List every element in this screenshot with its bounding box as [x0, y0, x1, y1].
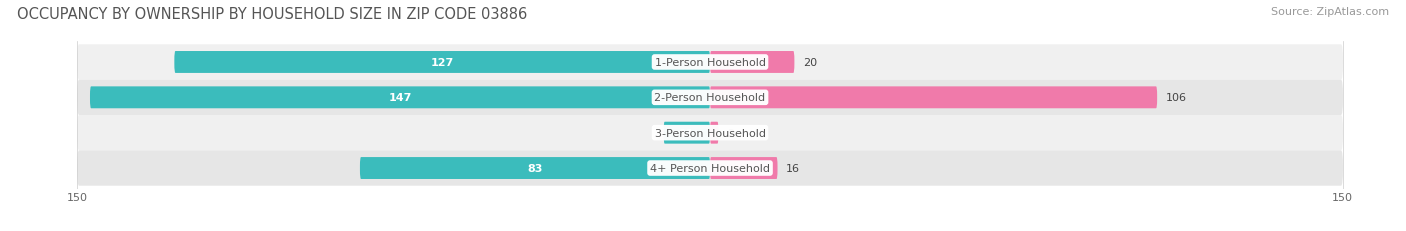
Text: Source: ZipAtlas.com: Source: ZipAtlas.com: [1271, 7, 1389, 17]
FancyBboxPatch shape: [360, 157, 710, 179]
FancyBboxPatch shape: [710, 122, 718, 144]
FancyBboxPatch shape: [77, 151, 1343, 186]
Text: 16: 16: [786, 163, 800, 173]
Text: 1-Person Household: 1-Person Household: [655, 58, 765, 68]
FancyBboxPatch shape: [710, 52, 794, 74]
Text: 2: 2: [727, 128, 734, 138]
Text: 20: 20: [803, 58, 817, 68]
Text: 127: 127: [430, 58, 454, 68]
Text: 11: 11: [679, 128, 695, 138]
Text: 3-Person Household: 3-Person Household: [655, 128, 765, 138]
Text: OCCUPANCY BY OWNERSHIP BY HOUSEHOLD SIZE IN ZIP CODE 03886: OCCUPANCY BY OWNERSHIP BY HOUSEHOLD SIZE…: [17, 7, 527, 22]
FancyBboxPatch shape: [77, 80, 1343, 116]
FancyBboxPatch shape: [710, 157, 778, 179]
FancyBboxPatch shape: [710, 87, 1157, 109]
Text: 147: 147: [388, 93, 412, 103]
FancyBboxPatch shape: [77, 116, 1343, 151]
FancyBboxPatch shape: [77, 45, 1343, 80]
FancyBboxPatch shape: [174, 52, 710, 74]
Text: 4+ Person Household: 4+ Person Household: [650, 163, 770, 173]
FancyBboxPatch shape: [664, 122, 710, 144]
Text: 83: 83: [527, 163, 543, 173]
Text: 2-Person Household: 2-Person Household: [654, 93, 766, 103]
Text: 106: 106: [1166, 93, 1187, 103]
FancyBboxPatch shape: [90, 87, 710, 109]
